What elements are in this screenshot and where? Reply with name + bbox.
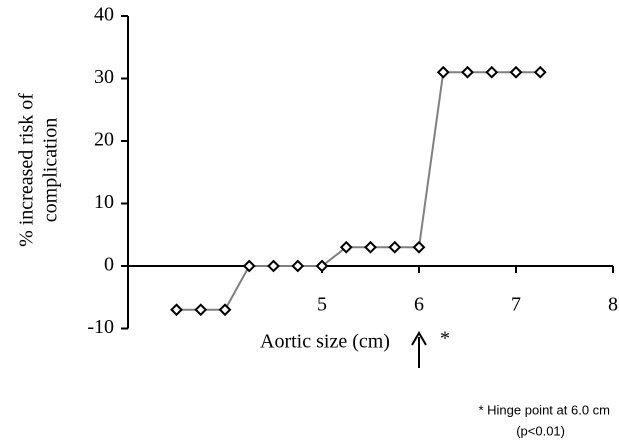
point-marker — [485, 65, 499, 79]
point-marker — [291, 259, 305, 273]
y-tick-label: 40 — [94, 4, 114, 26]
x-tick-label: 8 — [608, 294, 618, 316]
y-tick-label: 30 — [94, 66, 114, 88]
point-marker — [533, 65, 547, 79]
point-marker — [436, 65, 450, 79]
point-marker — [218, 303, 232, 317]
point-marker — [388, 240, 402, 254]
y-tick-label: 20 — [94, 129, 114, 151]
footnote: (p<0.01) — [516, 423, 565, 438]
x-tick-label: 6 — [414, 294, 424, 316]
point-marker — [339, 240, 353, 254]
point-marker — [509, 65, 523, 79]
y-tick-label: -10 — [87, 316, 114, 338]
x-tick-label: 7 — [511, 294, 521, 316]
point-marker — [194, 303, 208, 317]
point-marker — [170, 303, 183, 317]
y-tick-label: 10 — [94, 191, 114, 213]
y-axis-label: % increased risk of — [16, 93, 38, 247]
x-axis-label: Aortic size (cm) — [260, 331, 390, 353]
point-marker — [364, 240, 377, 254]
hinge-marker: * — [440, 328, 450, 350]
point-marker — [242, 259, 256, 273]
point-marker — [412, 240, 426, 254]
y-tick-label: 0 — [104, 254, 114, 276]
point-marker — [461, 65, 474, 79]
point-marker — [315, 259, 329, 273]
series-line — [176, 71, 541, 311]
point-marker — [267, 259, 280, 273]
footnote: * Hinge point at 6.0 cm — [478, 402, 610, 417]
y-axis-label: complication — [40, 118, 62, 222]
x-tick-label: 5 — [317, 294, 327, 316]
hinge-arrow-head — [411, 331, 427, 346]
